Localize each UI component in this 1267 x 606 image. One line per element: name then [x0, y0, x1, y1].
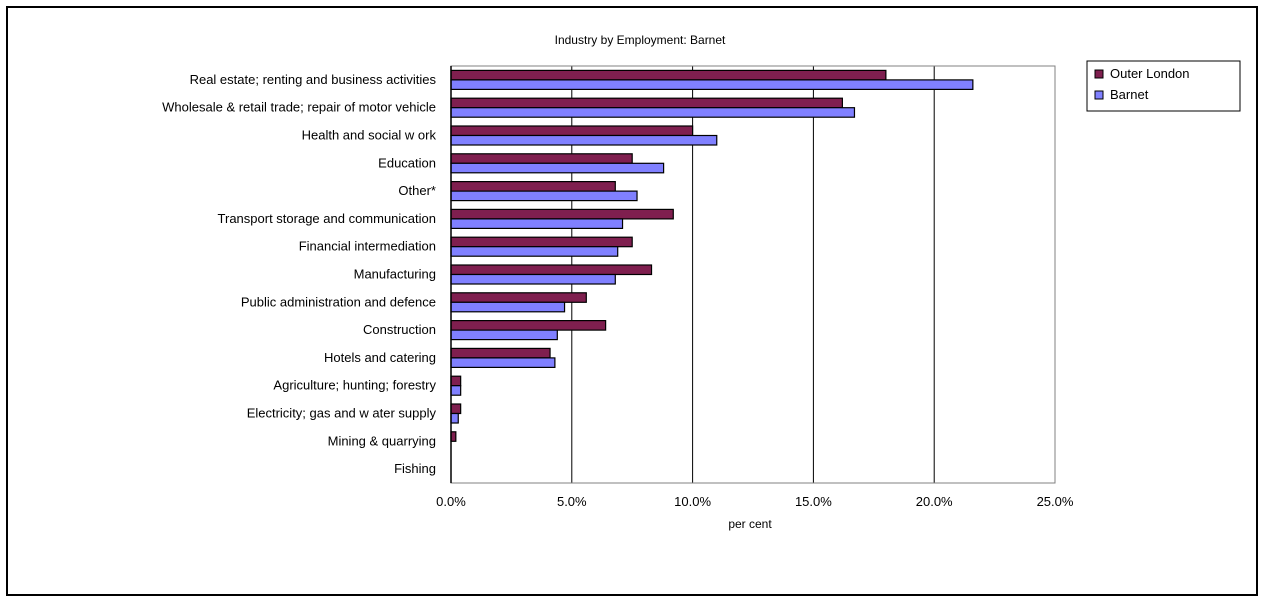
x-tick-label: 25.0% [1037, 494, 1074, 509]
bars [450, 69, 974, 442]
category-label: Public administration and defence [241, 294, 436, 309]
x-axis-label: per cent [728, 517, 772, 531]
bar-outer-london [450, 236, 633, 248]
bar-outer-london [450, 97, 843, 109]
category-label: Construction [363, 322, 436, 337]
bar-outer-london [450, 375, 462, 387]
category-label: Other* [398, 183, 436, 198]
bar-outer-london [450, 181, 616, 192]
x-tick-label: 10.0% [674, 494, 711, 509]
bar-outer-london [450, 264, 653, 276]
x-tick-label: 5.0% [557, 494, 587, 509]
x-tick-label: 15.0% [795, 494, 832, 509]
legend-swatch [1094, 90, 1104, 100]
category-label: Health and social w ork [302, 128, 437, 143]
category-label: Mining & quarrying [328, 433, 436, 448]
bar-barnet [450, 134, 718, 146]
x-tick-label: 0.0% [436, 494, 466, 509]
category-label: Agriculture; hunting; forestry [273, 378, 436, 393]
bar-barnet [450, 162, 665, 174]
category-label: Hotels and catering [324, 350, 436, 365]
bar-barnet [450, 329, 558, 341]
bar-barnet [450, 190, 638, 202]
bar-outer-london [450, 320, 607, 331]
legend-box [1086, 60, 1241, 112]
legend-label: Outer London [1110, 66, 1190, 81]
bar-barnet [450, 385, 462, 396]
category-label: Wholesale & retail trade; repair of moto… [162, 100, 436, 115]
legend: Outer London Barnet [1086, 60, 1241, 112]
bar-barnet [450, 357, 556, 368]
bar-barnet [450, 412, 459, 424]
category-label: Fishing [394, 461, 436, 476]
category-label: Financial intermediation [299, 239, 436, 254]
bar-barnet [450, 301, 566, 313]
legend-label: Barnet [1110, 87, 1149, 102]
bar-barnet [450, 79, 974, 91]
x-tick-label: 20.0% [916, 494, 953, 509]
bar-barnet [450, 246, 619, 257]
bar-outer-london [450, 292, 587, 303]
bar-outer-london [450, 69, 887, 81]
bar-outer-london [450, 125, 694, 137]
bar-barnet [450, 218, 624, 229]
category-label: Transport storage and communication [218, 211, 436, 226]
category-labels: Real estate; renting and business activi… [162, 72, 436, 476]
bar-outer-london [450, 153, 633, 164]
category-label: Electricity; gas and w ater supply [247, 406, 437, 421]
category-label: Manufacturing [354, 267, 436, 282]
bar-outer-london [450, 208, 674, 220]
x-tick-labels: 0.0% 5.0% 10.0% 15.0% 20.0% 25.0% [436, 494, 1074, 509]
legend-swatch [1094, 69, 1104, 79]
bar-outer-london [450, 403, 462, 415]
category-label: Education [378, 155, 436, 170]
chart-title: Industry by Employment: Barnet [555, 33, 726, 47]
category-label: Real estate; renting and business activi… [190, 72, 437, 87]
bar-barnet [450, 107, 856, 118]
bar-outer-london [450, 347, 551, 359]
bar-barnet [450, 273, 616, 285]
